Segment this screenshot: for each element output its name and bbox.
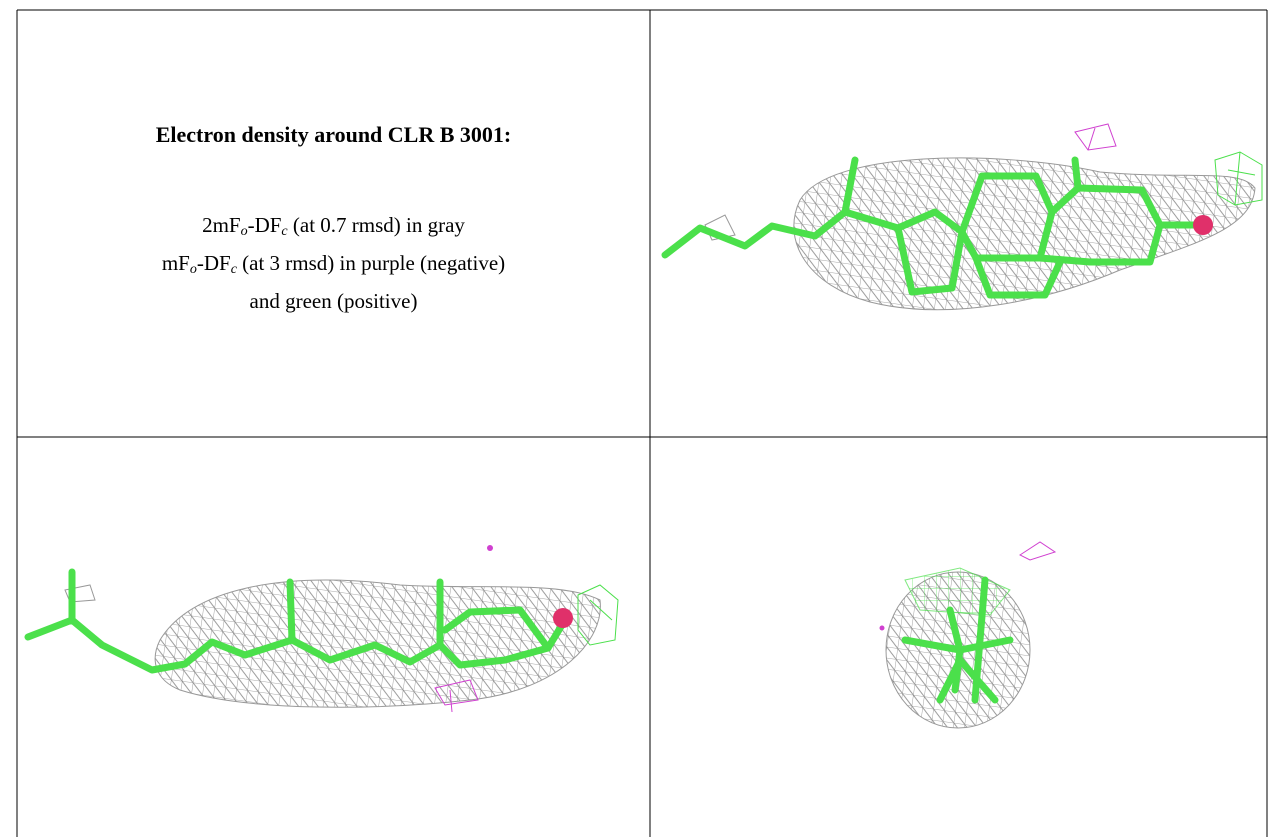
text-run: 2mF xyxy=(202,213,241,237)
page: {"caption": {"title": "Electron density … xyxy=(0,0,1276,837)
text-run: mF xyxy=(162,251,190,275)
caption-title: Electron density around CLR B 3001: xyxy=(17,122,650,148)
caption-cell: Electron density around CLR B 3001: 2mFo… xyxy=(17,10,650,437)
text-run: -DF xyxy=(248,213,282,237)
text-run: (at 0.7 rmsd) in gray xyxy=(288,213,465,237)
text-run: (at 3 rmsd) in purple (negative) xyxy=(237,251,505,275)
text-run: and green (positive) xyxy=(250,289,418,313)
density-view-top xyxy=(665,124,1262,310)
text-run: -DF xyxy=(197,251,231,275)
subscript: o xyxy=(241,224,248,239)
caption-line: 2mFo-DFc (at 0.7 rmsd) in gray xyxy=(17,206,650,244)
density-view-side xyxy=(28,545,618,712)
subscript: o xyxy=(190,262,197,277)
caption-line: mFo-DFc (at 3 rmsd) in purple (negative) xyxy=(17,244,650,282)
caption-line: and green (positive) xyxy=(17,282,650,320)
density-view-end xyxy=(880,542,1056,728)
